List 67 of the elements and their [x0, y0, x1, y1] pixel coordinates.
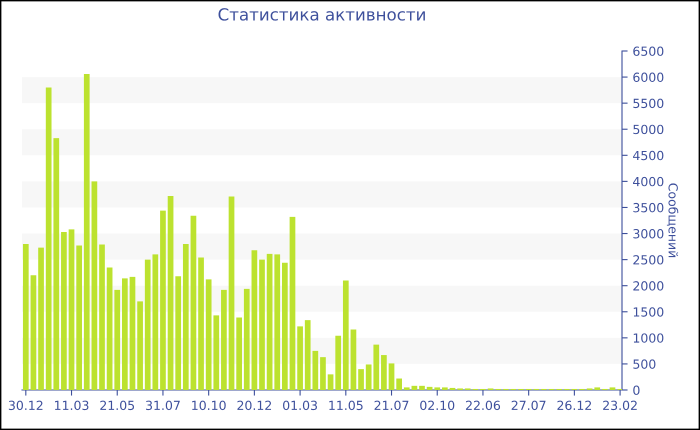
y-tick-label: 5500	[633, 98, 664, 108]
bar	[53, 138, 60, 390]
bar	[46, 88, 52, 390]
x-tick-label: 27.07	[512, 400, 546, 410]
bar	[152, 254, 158, 390]
bar	[84, 74, 90, 390]
y-tick-label: 3000	[633, 229, 664, 238]
bar	[342, 280, 349, 390]
bar	[594, 387, 600, 390]
bar	[252, 250, 258, 390]
bar	[434, 387, 440, 390]
y-tick-label: 1000	[634, 333, 664, 343]
bar	[213, 315, 220, 390]
x-tick-label: 21.07	[374, 400, 408, 410]
y-tick-label: 6000	[633, 72, 664, 82]
x-tick-label: 02.10	[420, 400, 454, 410]
x-tick-label: 26.12	[557, 400, 592, 410]
bar	[266, 254, 272, 390]
x-tick-label: 23.02	[603, 400, 637, 410]
bar	[282, 262, 288, 390]
bar	[114, 290, 120, 390]
x-tick-label: 22.06	[466, 400, 500, 410]
bar	[312, 350, 318, 390]
bar	[426, 386, 432, 390]
x-tick-label: 11.03	[55, 400, 88, 410]
bar	[404, 387, 410, 390]
x-tick-label: 11.05	[329, 400, 363, 410]
bar	[144, 260, 151, 390]
bar	[175, 276, 182, 390]
y-tick-label: 0	[633, 385, 640, 395]
bar	[335, 336, 342, 390]
x-tick-label: 21.05	[100, 400, 134, 410]
bar	[76, 246, 82, 390]
y-axis-title: Сообщений	[666, 183, 678, 258]
bar	[259, 260, 265, 390]
bar	[236, 318, 242, 390]
y-tick-label: 500	[633, 359, 656, 369]
x-tick-label: 30.12	[8, 400, 42, 410]
bar	[373, 344, 380, 390]
y-tick-label: 4000	[633, 176, 664, 186]
bar	[122, 278, 128, 390]
y-tick-label: 5000	[633, 124, 664, 134]
y-tick-label: 2000	[633, 281, 664, 291]
chart-title: Статистика активности	[218, 8, 425, 21]
bar	[442, 387, 448, 390]
bar	[182, 244, 189, 390]
bar	[419, 386, 425, 390]
x-tick-label: 31.07	[146, 400, 180, 410]
bar	[366, 364, 372, 390]
y-tick-label: 2500	[633, 255, 664, 265]
y-tick-label: 3500	[633, 202, 664, 212]
bar	[22, 244, 29, 390]
x-tick-label: 10.10	[192, 400, 226, 410]
bar	[244, 288, 250, 390]
y-tick-label: 1500	[634, 307, 664, 317]
bar	[106, 267, 112, 390]
x-tick-label: 20.12	[237, 400, 272, 410]
bar	[92, 181, 98, 390]
bar	[304, 320, 311, 390]
bar	[274, 254, 280, 390]
bar	[99, 244, 105, 390]
y-tick-label: 6500	[633, 46, 664, 56]
bar	[206, 279, 212, 390]
y-tick-label: 4500	[633, 150, 664, 160]
bar	[412, 386, 418, 390]
x-tick-label: 01.03	[283, 400, 317, 410]
bar	[396, 378, 402, 390]
